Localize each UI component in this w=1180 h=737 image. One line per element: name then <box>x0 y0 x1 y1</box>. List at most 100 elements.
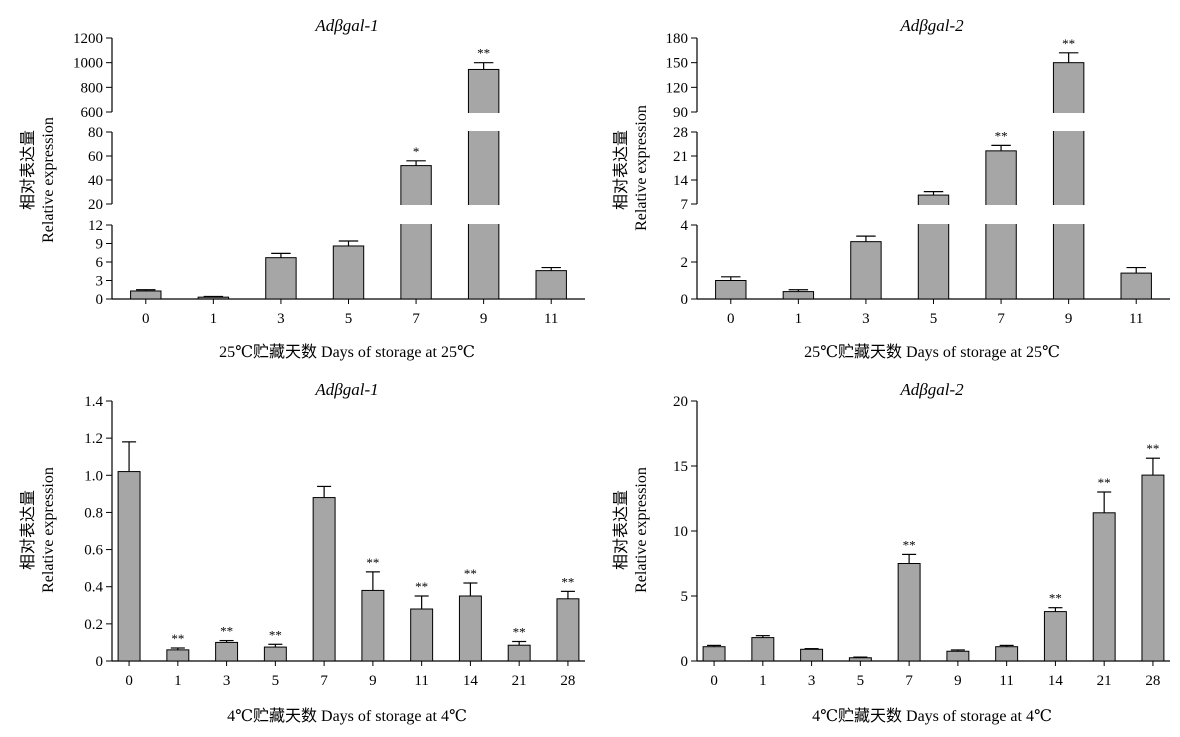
axis-break-gap <box>467 205 500 224</box>
bar <box>361 589 385 662</box>
significance-label: ** <box>995 128 1008 143</box>
significance-label: ** <box>477 46 490 61</box>
bar <box>467 68 500 300</box>
significance-label: ** <box>903 537 916 552</box>
y-tick-label: 0.2 <box>84 617 103 633</box>
chart-title: Adβgal-2 <box>899 380 964 399</box>
significance-label: ** <box>1098 475 1111 490</box>
axis-break-gap <box>1052 205 1085 224</box>
chart-title: Adβgal-1 <box>314 16 378 35</box>
y-axis-label: Relative expression <box>633 467 650 593</box>
y-tick-label: 800 <box>81 80 104 96</box>
y-tick-label: 120 <box>666 80 689 96</box>
significance-label: ** <box>464 566 477 581</box>
y-tick-label: 150 <box>666 56 689 72</box>
y-tick-label: 1200 <box>73 31 103 47</box>
bar <box>1120 272 1152 300</box>
significance-label: ** <box>171 631 184 646</box>
y-tick-label: 40 <box>88 173 103 189</box>
x-tick-label: 0 <box>710 673 718 689</box>
bar <box>263 646 287 662</box>
bar <box>166 649 190 662</box>
x-tick-label: 9 <box>1065 311 1073 327</box>
axis-break-gap <box>917 205 950 224</box>
bar <box>850 241 882 300</box>
x-axis-label: 4℃贮藏天数 Days of storage at 4℃ <box>227 707 467 725</box>
bar <box>848 657 872 662</box>
x-tick-label: 5 <box>857 673 865 689</box>
x-tick-label: 28 <box>1145 673 1160 689</box>
x-tick-label: 9 <box>954 673 962 689</box>
x-tick-label: 7 <box>412 311 420 327</box>
y-tick-label: 20 <box>673 394 688 410</box>
bar <box>215 641 239 662</box>
significance-label: ** <box>513 625 526 640</box>
y-tick-label: 60 <box>88 149 103 165</box>
bar <box>1141 474 1165 662</box>
significance-label: ** <box>561 574 574 589</box>
y-tick-label: 1.0 <box>84 468 103 484</box>
x-tick-label: 7 <box>905 673 913 689</box>
bar <box>1043 611 1067 662</box>
bar <box>800 648 824 662</box>
significance-label: ** <box>1062 36 1075 51</box>
y-tick-label: 7 <box>681 197 689 213</box>
bar <box>995 646 1019 662</box>
y-tick-label: 0.8 <box>84 505 103 521</box>
significance-label: ** <box>366 555 379 570</box>
y-tick-label: 21 <box>673 149 688 165</box>
x-tick-label: 3 <box>808 673 816 689</box>
x-tick-label: 1 <box>174 673 182 689</box>
y-axis-label: Relative expression <box>40 467 57 593</box>
significance-label: * <box>413 144 420 159</box>
y-tick-label: 6 <box>96 255 104 271</box>
significance-label: ** <box>269 627 282 642</box>
y-tick-label: 1000 <box>73 56 103 72</box>
y-axis-label: Relative expression <box>633 105 650 231</box>
x-tick-label: 5 <box>930 311 938 327</box>
y-tick-label: 0 <box>681 654 689 670</box>
panel-4c-adbgal2: Adβgal-2 相对表达量 Relative expression 4℃贮藏天… <box>612 380 1170 725</box>
bar <box>897 563 921 662</box>
y-tick-label: 1.2 <box>84 431 103 447</box>
x-tick-label: 11 <box>1129 311 1143 327</box>
y-tick-label: 5 <box>681 589 689 605</box>
x-tick-label: 1 <box>795 311 803 327</box>
axis-break-gap <box>467 113 500 131</box>
x-tick-label: 1 <box>210 311 218 327</box>
y-axis-label: Relative expression <box>40 117 57 243</box>
y-tick-label: 90 <box>673 105 688 121</box>
bar <box>782 291 815 300</box>
x-tick-label: 9 <box>369 673 377 689</box>
bar <box>985 150 1017 300</box>
significance-label: ** <box>1049 591 1062 606</box>
y-axis-label-cn: 相对表达量 <box>19 130 37 210</box>
chart-title: Adβgal-1 <box>314 380 378 399</box>
bar <box>715 280 747 300</box>
panel-25c-adbgal1: Adβgal-1 相对表达量 Relative expression 25℃贮藏… <box>19 16 585 361</box>
y-axis-label-cn: 相对表达量 <box>612 490 630 570</box>
y-tick-label: 1.4 <box>84 394 103 410</box>
x-tick-label: 3 <box>862 311 870 327</box>
y-tick-label: 0 <box>681 292 689 308</box>
x-tick-label: 11 <box>544 311 558 327</box>
y-tick-label: 28 <box>673 125 688 141</box>
x-tick-label: 7 <box>320 673 328 689</box>
bar <box>265 257 297 300</box>
bar <box>410 608 434 662</box>
bar <box>400 165 432 300</box>
y-tick-label: 20 <box>88 197 103 213</box>
axis-break-gap <box>399 205 433 224</box>
y-tick-label: 0.6 <box>84 543 103 559</box>
significance-label: ** <box>415 579 428 594</box>
x-tick-label: 28 <box>560 673 575 689</box>
y-tick-label: 10 <box>673 524 688 540</box>
bar <box>332 245 365 300</box>
x-tick-label: 3 <box>277 311 285 327</box>
y-tick-label: 80 <box>88 125 103 141</box>
bar <box>117 471 141 662</box>
y-tick-label: 180 <box>666 31 689 47</box>
significance-label: ** <box>220 624 233 639</box>
x-tick-label: 11 <box>999 673 1013 689</box>
